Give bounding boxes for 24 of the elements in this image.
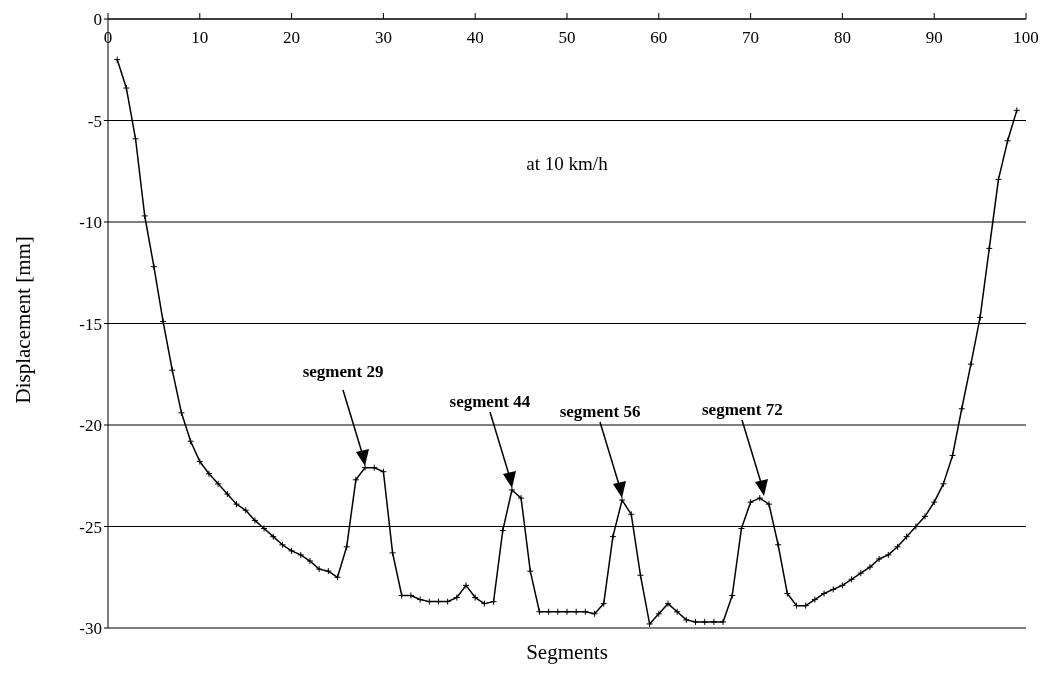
annotation: segment 72 xyxy=(701,400,784,421)
x-tick-label: 40 xyxy=(466,28,484,47)
y-tick-label: -10 xyxy=(79,213,102,233)
annotation: segment 29 xyxy=(301,361,385,382)
y-tick-label: -25 xyxy=(79,517,102,537)
annotation: at 10 km/h xyxy=(525,152,609,175)
annotation: segment 56 xyxy=(558,402,642,423)
y-tick-label: -20 xyxy=(79,416,102,436)
x-tick-label: 30 xyxy=(374,28,392,47)
y-tick-label: 0 xyxy=(93,10,102,30)
y-tick-label: -30 xyxy=(79,619,102,639)
x-tick-label: 10 xyxy=(191,28,209,47)
x-tick-label: 70 xyxy=(742,28,760,47)
x-tick-label: 20 xyxy=(283,28,301,47)
x-axis-title: Segments xyxy=(525,640,609,665)
x-tick-label: 50 xyxy=(558,28,576,47)
y-tick-label: -15 xyxy=(79,314,102,334)
x-tick-label: 80 xyxy=(833,28,851,47)
x-tick-label: 100 xyxy=(1013,28,1039,47)
y-tick-label: -5 xyxy=(87,111,102,131)
x-tick-label: 90 xyxy=(925,28,943,47)
annotation: segment 44 xyxy=(448,391,532,412)
x-tick-label: 60 xyxy=(650,28,668,47)
y-axis-title: Displacement [mm] xyxy=(11,236,36,404)
